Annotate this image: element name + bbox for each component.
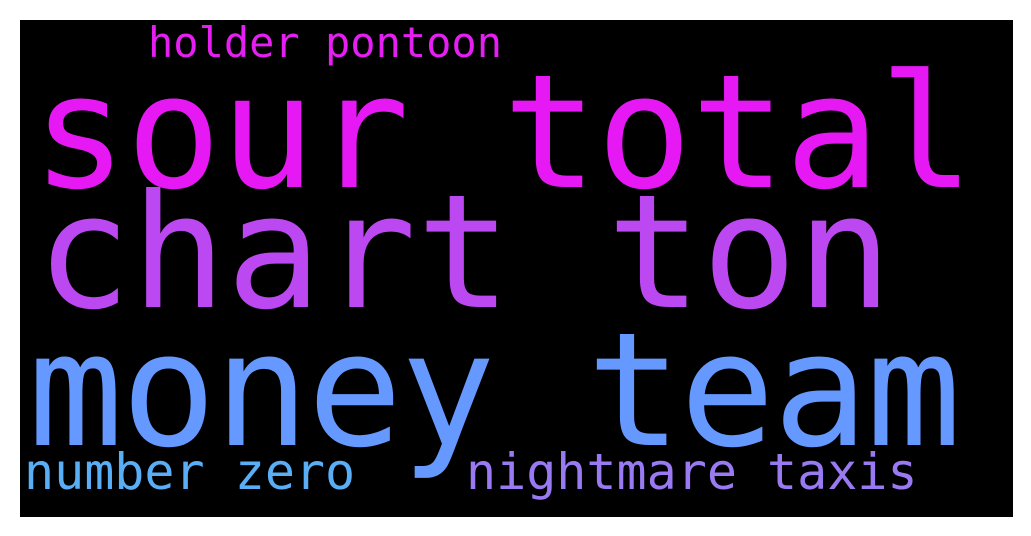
word-money-team: money team [28,299,961,483]
word-sour-total: sour total [32,41,974,225]
word-nightmare-taxis: nightmare taxis [466,443,918,501]
word-number-zero: number zero [24,443,356,501]
word-holder-pontoon: holder pontoon [148,20,503,67]
word-chart-ton: chart ton [36,161,893,345]
word-cloud-canvas: holder pontoon sour total chart ton mone… [20,20,1013,517]
